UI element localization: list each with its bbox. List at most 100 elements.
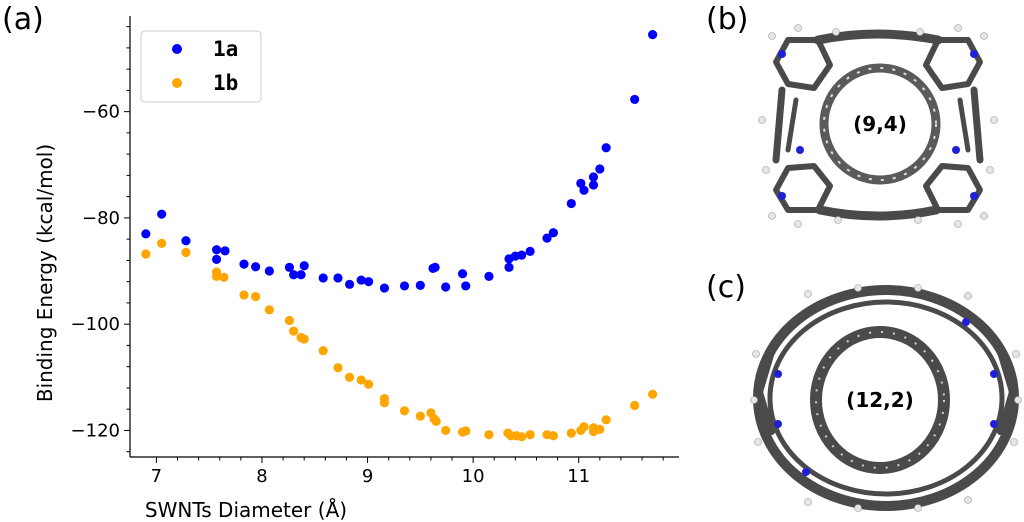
point-1a [648, 29, 658, 40]
legend-label-1a: 1a [213, 37, 238, 61]
point-1b [219, 272, 229, 283]
point-1a [579, 185, 589, 195]
point-1a [251, 262, 261, 272]
point-1b [157, 238, 167, 249]
point-1b [364, 379, 374, 389]
point-1b [264, 305, 274, 315]
panel-label-b: (b) [706, 2, 749, 37]
nitrogen-atoms [774, 318, 998, 476]
x-tick-label: 11 [567, 466, 590, 487]
point-1b [345, 372, 355, 382]
point-1a [415, 280, 425, 290]
x-tick-label: 10 [462, 466, 485, 487]
point-1a [141, 229, 151, 239]
point-1a [566, 198, 576, 209]
point-1b [299, 334, 309, 344]
point-1b [181, 247, 191, 258]
point-1a [601, 143, 611, 153]
point-1a [484, 271, 494, 281]
point-1a [157, 209, 167, 219]
point-1b [211, 271, 222, 281]
point-1a [333, 273, 343, 283]
data-points [141, 29, 658, 442]
legend-frame [140, 30, 262, 103]
x-tick-label: 7 [151, 466, 162, 487]
point-1b [284, 315, 295, 326]
hydrogen-atoms [758, 24, 998, 228]
point-1b [579, 422, 589, 432]
y-tick-label: −60 [82, 102, 120, 123]
y-tick-label: −100 [71, 314, 120, 335]
point-1a [595, 164, 605, 174]
y-tick-label: −80 [82, 208, 120, 229]
panel-label-a: (a) [2, 2, 44, 37]
point-1a [345, 279, 355, 289]
point-1b [379, 398, 390, 408]
point-1b [517, 432, 527, 442]
nanotube-9-4 [819, 63, 941, 185]
point-1b [289, 326, 299, 336]
point-1a [318, 273, 328, 283]
point-1b [441, 425, 451, 436]
point-1b [461, 426, 471, 436]
point-1b [333, 363, 343, 373]
point-1a [239, 259, 249, 269]
point-1b [566, 428, 576, 438]
point-1b [431, 416, 441, 427]
legend-marker-1b [172, 78, 182, 88]
point-1a [461, 281, 471, 291]
point-1a [517, 250, 527, 260]
y-tick-label: −120 [71, 420, 120, 441]
point-1a [220, 246, 230, 256]
point-1a [364, 277, 374, 287]
point-1b [601, 415, 611, 425]
legend-marker-1a [172, 44, 182, 54]
y-axis-label: Binding Energy (kcal/mol) [33, 144, 57, 402]
x-tick-label: 9 [362, 466, 373, 487]
point-1a [296, 270, 306, 280]
hydrogen-atoms [750, 284, 1022, 512]
point-1a [441, 282, 451, 292]
point-1b [630, 400, 640, 411]
point-1b [415, 411, 425, 421]
point-1a [576, 178, 586, 188]
point-1a [548, 228, 558, 238]
point-1a [525, 246, 535, 256]
point-1a [289, 270, 299, 280]
point-1b [239, 290, 249, 300]
nanotube-label-12-2: (12,2) [846, 388, 914, 412]
x-tick-label: 8 [256, 466, 267, 487]
point-1b [141, 249, 151, 259]
point-1a [211, 245, 222, 255]
point-1a [542, 233, 552, 243]
point-1a [504, 262, 514, 272]
plot-axes: 7 8 9 10 11 −120 −100 −80 −60 [71, 16, 679, 487]
nanotube-label-9-4: (9,4) [853, 112, 907, 136]
point-1b [356, 375, 366, 385]
point-1a [630, 94, 640, 105]
molecule-12-2-illustration: (12,2) [750, 284, 1022, 512]
point-1b [399, 406, 410, 416]
point-1b [484, 430, 494, 440]
panel-label-c: (c) [706, 270, 746, 305]
point-1a [588, 180, 599, 190]
point-1b [525, 430, 535, 440]
point-1b [548, 431, 558, 441]
point-1b [648, 389, 658, 399]
point-1a [181, 236, 191, 246]
point-1a [399, 281, 410, 291]
host-macrocycle [753, 285, 1019, 511]
point-1a [284, 262, 295, 272]
point-1a [264, 266, 274, 276]
x-axis-label: SWNTs Diameter (Å) [145, 498, 347, 522]
point-1b [318, 346, 328, 356]
point-1b [251, 291, 261, 302]
point-1a [211, 254, 222, 264]
point-1a [299, 261, 309, 271]
legend-label-1b: 1b [213, 71, 238, 95]
point-1a [356, 275, 366, 285]
point-1a [379, 283, 390, 293]
host-macrocycle [772, 29, 984, 221]
